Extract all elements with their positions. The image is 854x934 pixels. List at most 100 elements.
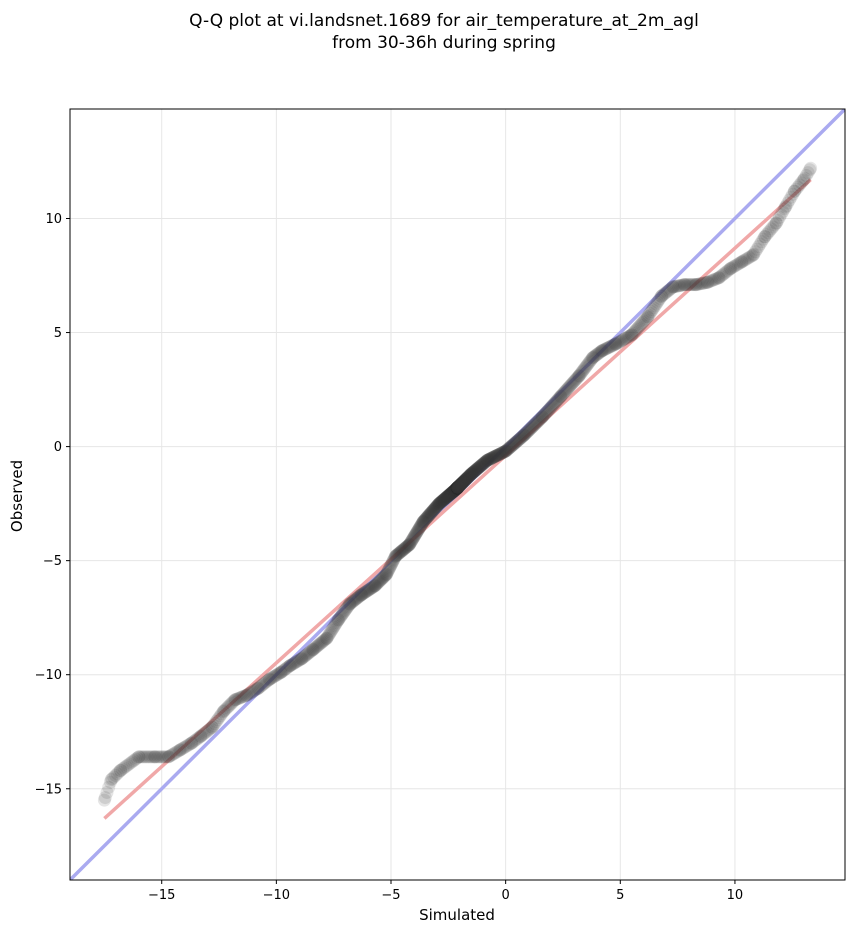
data-point — [535, 410, 549, 424]
data-point — [528, 418, 542, 432]
data-point — [230, 692, 244, 706]
data-point — [449, 483, 463, 497]
data-point — [575, 365, 589, 379]
grid — [70, 109, 845, 880]
data-point — [451, 481, 465, 495]
data-point — [450, 481, 464, 495]
data-point — [675, 278, 689, 292]
data-point — [451, 481, 465, 495]
data-point — [560, 382, 574, 396]
data-points — [97, 161, 818, 807]
data-point — [552, 391, 566, 405]
data-point — [474, 458, 488, 472]
data-point — [138, 750, 152, 764]
data-point — [450, 481, 464, 495]
data-point — [182, 738, 196, 752]
data-point — [173, 743, 187, 757]
data-point — [723, 262, 737, 276]
data-point — [427, 503, 441, 517]
data-point — [753, 237, 767, 251]
data-point — [447, 484, 461, 498]
x-axis-ticks: −15 −10 −5 0 5 10 — [148, 880, 743, 903]
data-point — [104, 773, 118, 787]
data-point — [482, 453, 496, 467]
data-point — [363, 582, 377, 596]
data-point — [452, 479, 466, 493]
data-point — [451, 480, 465, 494]
data-point — [493, 447, 507, 461]
data-point — [222, 699, 236, 713]
data-point — [549, 395, 563, 409]
data-point — [693, 277, 707, 291]
data-point — [450, 481, 464, 495]
data-point — [309, 640, 323, 654]
data-point — [397, 542, 411, 556]
data-point — [690, 277, 704, 291]
y-tick-label: −5 — [43, 554, 62, 569]
data-point — [451, 481, 465, 494]
data-point — [186, 735, 200, 749]
data-point — [434, 495, 448, 509]
data-point — [330, 616, 344, 630]
data-point — [344, 596, 358, 610]
data-point — [450, 481, 464, 495]
data-point — [587, 349, 601, 363]
data-point — [576, 363, 590, 377]
data-point — [402, 538, 416, 552]
data-point — [510, 434, 524, 448]
data-point — [425, 504, 439, 518]
data-point — [636, 316, 650, 330]
data-point — [766, 220, 780, 234]
data-point — [450, 481, 464, 495]
chart-title: Q-Q plot at vi.landsnet.1689 for air_tem… — [189, 11, 699, 53]
data-point — [217, 704, 231, 718]
data-point — [545, 399, 559, 413]
data-point — [604, 339, 618, 353]
data-point — [637, 314, 651, 328]
data-point — [290, 655, 304, 669]
data-point — [456, 476, 470, 490]
data-point — [430, 500, 444, 514]
data-point — [453, 478, 467, 492]
data-point — [224, 697, 238, 711]
data-point — [402, 538, 416, 552]
data-point — [100, 785, 114, 799]
fit-line — [103, 178, 812, 820]
data-point — [282, 659, 296, 673]
data-point — [572, 368, 586, 382]
data-point — [639, 311, 653, 325]
y-axis-label: Observed — [8, 460, 26, 532]
data-point — [177, 740, 191, 754]
data-point — [476, 457, 490, 471]
data-point — [434, 495, 448, 509]
data-point — [189, 733, 203, 747]
data-point — [154, 750, 168, 764]
data-point — [450, 481, 464, 495]
data-point — [472, 460, 486, 474]
data-point — [205, 720, 219, 734]
data-point — [452, 479, 466, 493]
data-point — [541, 403, 555, 417]
data-point — [440, 490, 454, 504]
data-point — [305, 643, 319, 657]
data-point — [715, 268, 729, 282]
data-point — [137, 750, 151, 764]
data-point — [429, 500, 443, 514]
data-point — [447, 484, 461, 498]
data-point — [718, 266, 732, 280]
data-point — [451, 480, 465, 494]
data-point — [435, 494, 449, 508]
data-point — [483, 452, 497, 466]
data-point — [452, 479, 466, 493]
data-point — [318, 633, 332, 647]
data-point — [263, 672, 277, 686]
x-tick-label: −10 — [263, 888, 290, 903]
data-point — [383, 559, 397, 573]
data-point — [496, 446, 510, 460]
data-point — [443, 487, 457, 501]
data-point — [355, 587, 369, 601]
data-point — [419, 511, 433, 525]
data-point — [509, 435, 523, 449]
data-point — [220, 701, 234, 715]
data-point — [454, 477, 468, 491]
